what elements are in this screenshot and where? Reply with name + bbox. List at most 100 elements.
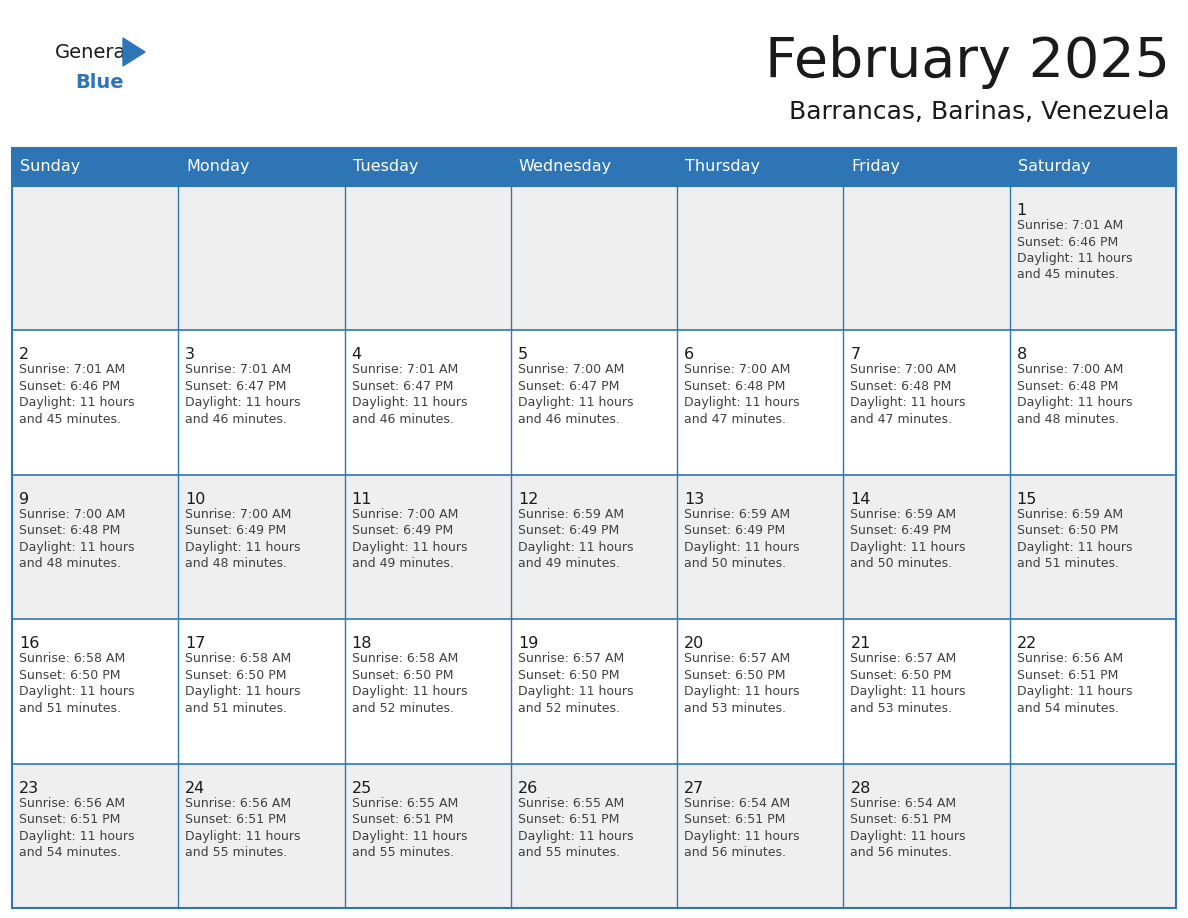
Text: and 49 minutes.: and 49 minutes. — [518, 557, 620, 570]
Text: Sunrise: 7:01 AM: Sunrise: 7:01 AM — [19, 364, 125, 376]
Text: Sunrise: 6:59 AM: Sunrise: 6:59 AM — [518, 508, 624, 521]
Bar — [178, 330, 345, 475]
Bar — [843, 620, 1010, 764]
Text: Sunset: 6:50 PM: Sunset: 6:50 PM — [19, 668, 120, 682]
Bar — [12, 764, 178, 908]
Text: and 48 minutes.: and 48 minutes. — [19, 557, 121, 570]
Bar — [345, 475, 511, 620]
Text: 2: 2 — [19, 347, 30, 363]
Text: and 54 minutes.: and 54 minutes. — [19, 846, 121, 859]
Text: Sunrise: 6:57 AM: Sunrise: 6:57 AM — [851, 652, 956, 666]
Text: Daylight: 11 hours: Daylight: 11 hours — [185, 397, 301, 409]
Text: 16: 16 — [19, 636, 39, 651]
Text: Daylight: 11 hours: Daylight: 11 hours — [518, 830, 633, 843]
Text: Daylight: 11 hours: Daylight: 11 hours — [518, 397, 633, 409]
Text: Sunset: 6:48 PM: Sunset: 6:48 PM — [1017, 380, 1118, 393]
Text: Daylight: 11 hours: Daylight: 11 hours — [684, 397, 800, 409]
Text: Wednesday: Wednesday — [519, 160, 612, 174]
Text: Sunrise: 6:57 AM: Sunrise: 6:57 AM — [684, 652, 790, 666]
Text: Barrancas, Barinas, Venezuela: Barrancas, Barinas, Venezuela — [789, 100, 1170, 124]
Bar — [12, 186, 178, 330]
Bar — [178, 620, 345, 764]
Text: and 55 minutes.: and 55 minutes. — [185, 846, 287, 859]
Text: 1: 1 — [1017, 203, 1026, 218]
Bar — [345, 186, 511, 330]
Text: 15: 15 — [1017, 492, 1037, 507]
Text: Tuesday: Tuesday — [353, 160, 418, 174]
Text: Daylight: 11 hours: Daylight: 11 hours — [19, 397, 134, 409]
Text: 28: 28 — [851, 780, 871, 796]
Text: and 53 minutes.: and 53 minutes. — [684, 701, 786, 715]
Text: Sunset: 6:51 PM: Sunset: 6:51 PM — [1017, 668, 1118, 682]
Text: Sunrise: 7:00 AM: Sunrise: 7:00 AM — [185, 508, 292, 521]
Bar — [12, 475, 178, 620]
Bar — [1010, 330, 1176, 475]
Text: and 56 minutes.: and 56 minutes. — [684, 846, 786, 859]
Text: and 45 minutes.: and 45 minutes. — [19, 413, 121, 426]
Text: 26: 26 — [518, 780, 538, 796]
Text: Sunrise: 6:58 AM: Sunrise: 6:58 AM — [19, 652, 125, 666]
Text: 8: 8 — [1017, 347, 1026, 363]
Text: Daylight: 11 hours: Daylight: 11 hours — [684, 830, 800, 843]
Text: Sunset: 6:51 PM: Sunset: 6:51 PM — [352, 813, 453, 826]
Text: 3: 3 — [185, 347, 195, 363]
Text: Sunrise: 7:01 AM: Sunrise: 7:01 AM — [1017, 219, 1123, 232]
Text: Sunset: 6:51 PM: Sunset: 6:51 PM — [185, 813, 286, 826]
Text: Daylight: 11 hours: Daylight: 11 hours — [185, 685, 301, 699]
Text: and 51 minutes.: and 51 minutes. — [1017, 557, 1119, 570]
Text: 21: 21 — [851, 636, 871, 651]
Text: and 56 minutes.: and 56 minutes. — [851, 846, 953, 859]
Text: and 53 minutes.: and 53 minutes. — [851, 701, 953, 715]
Bar — [345, 330, 511, 475]
Text: Sunrise: 7:00 AM: Sunrise: 7:00 AM — [352, 508, 457, 521]
Bar — [843, 330, 1010, 475]
Bar — [178, 764, 345, 908]
Text: Sunrise: 7:01 AM: Sunrise: 7:01 AM — [352, 364, 457, 376]
Text: 24: 24 — [185, 780, 206, 796]
Text: Friday: Friday — [852, 160, 901, 174]
Text: Sunrise: 7:01 AM: Sunrise: 7:01 AM — [185, 364, 291, 376]
Text: and 52 minutes.: and 52 minutes. — [352, 701, 454, 715]
Text: 4: 4 — [352, 347, 361, 363]
Text: 14: 14 — [851, 492, 871, 507]
Text: Daylight: 11 hours: Daylight: 11 hours — [352, 541, 467, 554]
Bar — [677, 330, 843, 475]
Text: 22: 22 — [1017, 636, 1037, 651]
Text: Sunset: 6:47 PM: Sunset: 6:47 PM — [185, 380, 286, 393]
Text: Sunrise: 6:56 AM: Sunrise: 6:56 AM — [1017, 652, 1123, 666]
Text: and 50 minutes.: and 50 minutes. — [851, 557, 953, 570]
Text: Sunset: 6:50 PM: Sunset: 6:50 PM — [1017, 524, 1118, 537]
Text: Daylight: 11 hours: Daylight: 11 hours — [352, 685, 467, 699]
Text: Daylight: 11 hours: Daylight: 11 hours — [1017, 252, 1132, 265]
Text: Sunset: 6:49 PM: Sunset: 6:49 PM — [684, 524, 785, 537]
Text: Sunrise: 7:00 AM: Sunrise: 7:00 AM — [851, 364, 956, 376]
Text: Sunrise: 6:54 AM: Sunrise: 6:54 AM — [851, 797, 956, 810]
Text: Daylight: 11 hours: Daylight: 11 hours — [518, 685, 633, 699]
Text: and 52 minutes.: and 52 minutes. — [518, 701, 620, 715]
Bar — [12, 620, 178, 764]
Bar — [178, 475, 345, 620]
Text: and 48 minutes.: and 48 minutes. — [185, 557, 287, 570]
Text: Daylight: 11 hours: Daylight: 11 hours — [19, 685, 134, 699]
Text: Sunset: 6:51 PM: Sunset: 6:51 PM — [518, 813, 619, 826]
Text: Sunset: 6:50 PM: Sunset: 6:50 PM — [851, 668, 952, 682]
Text: Daylight: 11 hours: Daylight: 11 hours — [851, 541, 966, 554]
Text: Sunrise: 6:59 AM: Sunrise: 6:59 AM — [851, 508, 956, 521]
Text: Daylight: 11 hours: Daylight: 11 hours — [1017, 541, 1132, 554]
Text: February 2025: February 2025 — [765, 35, 1170, 89]
Text: Daylight: 11 hours: Daylight: 11 hours — [19, 830, 134, 843]
Bar — [511, 330, 677, 475]
Text: and 51 minutes.: and 51 minutes. — [19, 701, 121, 715]
Text: and 46 minutes.: and 46 minutes. — [352, 413, 454, 426]
Text: Sunset: 6:47 PM: Sunset: 6:47 PM — [518, 380, 619, 393]
Bar — [511, 186, 677, 330]
Bar — [843, 764, 1010, 908]
Text: Sunset: 6:46 PM: Sunset: 6:46 PM — [19, 380, 120, 393]
Text: 17: 17 — [185, 636, 206, 651]
Text: Daylight: 11 hours: Daylight: 11 hours — [185, 541, 301, 554]
Bar — [677, 764, 843, 908]
Bar — [178, 186, 345, 330]
Text: and 48 minutes.: and 48 minutes. — [1017, 413, 1119, 426]
Bar — [1010, 475, 1176, 620]
Text: and 55 minutes.: and 55 minutes. — [518, 846, 620, 859]
